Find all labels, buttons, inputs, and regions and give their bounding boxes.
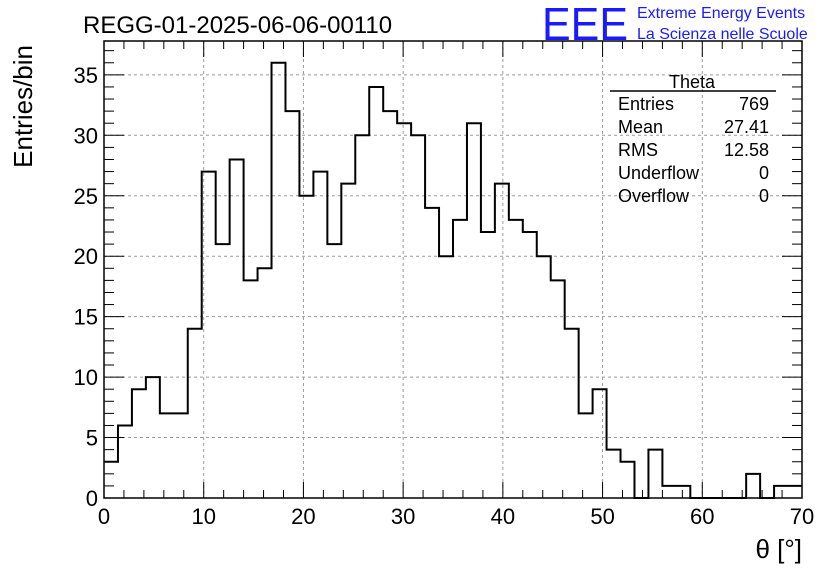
stats-value: 27.41 bbox=[724, 117, 769, 137]
stats-value: 12.58 bbox=[724, 140, 769, 160]
x-tick-label: 10 bbox=[191, 504, 215, 529]
stats-label: Entries bbox=[618, 94, 674, 114]
stats-label: Mean bbox=[618, 117, 663, 137]
x-tick-label: 0 bbox=[98, 504, 110, 529]
stats-label: Overflow bbox=[618, 186, 690, 206]
y-tick-label: 25 bbox=[74, 184, 98, 209]
y-tick-label: 15 bbox=[74, 305, 98, 330]
y-tick-label: 30 bbox=[74, 123, 98, 148]
plot-frame bbox=[103, 40, 803, 499]
x-axis-label: θ [°] bbox=[755, 534, 802, 564]
x-tick-label: 60 bbox=[690, 504, 714, 529]
logo-line-2: La Scienza nelle Scuole bbox=[637, 26, 808, 43]
x-tick-label: 30 bbox=[391, 504, 415, 529]
stats-label: RMS bbox=[618, 140, 658, 160]
y-tick-label: 0 bbox=[86, 486, 98, 511]
y-tick-label: 20 bbox=[74, 244, 98, 269]
run-title: REGG-01-2025-06-06-00110 bbox=[83, 12, 392, 39]
x-tick-label: 70 bbox=[790, 504, 814, 529]
y-tick-label: 35 bbox=[74, 63, 98, 88]
x-tick-label: 20 bbox=[291, 504, 315, 529]
y-tick-label: 10 bbox=[74, 365, 98, 390]
y-tick-label: 5 bbox=[86, 426, 98, 451]
stats-box: Theta Entries 769 Mean 27.41 RMS 12.58 Underfl… bbox=[610, 72, 776, 206]
x-tick-label: 40 bbox=[491, 504, 515, 529]
x-tick-label: 50 bbox=[590, 504, 614, 529]
grid-lines bbox=[104, 41, 802, 498]
histogram-line bbox=[104, 61, 802, 499]
logo-line-1: Extreme Energy Events bbox=[637, 5, 805, 22]
x-tick-labels: 0 10 20 30 40 50 60 70 bbox=[98, 504, 814, 529]
y-tick-labels: 0 5 10 15 20 25 30 35 bbox=[74, 63, 98, 511]
stats-value: 769 bbox=[739, 94, 769, 114]
stats-value: 0 bbox=[759, 163, 769, 183]
eee-logo: EEE bbox=[542, 0, 628, 50]
stats-box-title: Theta bbox=[669, 72, 716, 92]
axis-ticks bbox=[103, 41, 803, 499]
y-axis-label: Entries/bin bbox=[8, 45, 38, 168]
stats-value: 0 bbox=[759, 186, 769, 206]
stats-label: Underflow bbox=[618, 163, 700, 183]
